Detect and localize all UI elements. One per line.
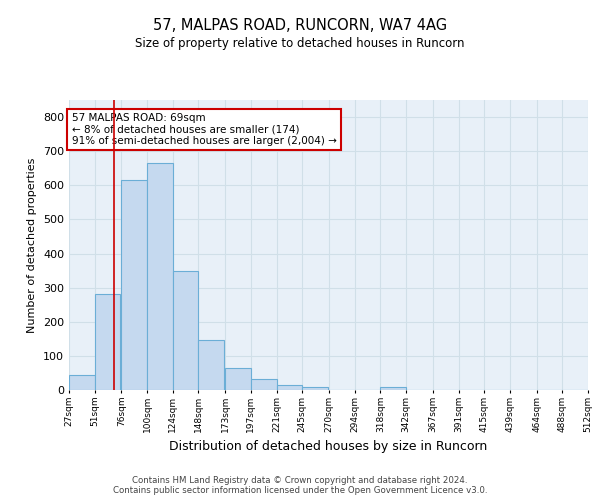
Bar bbox=[199, 340, 224, 390]
Bar bbox=[251, 378, 277, 390]
Bar bbox=[95, 294, 121, 390]
Bar bbox=[147, 163, 173, 390]
Text: Size of property relative to detached houses in Runcorn: Size of property relative to detached ho… bbox=[135, 38, 465, 51]
Text: 57, MALPAS ROAD, RUNCORN, WA7 4AG: 57, MALPAS ROAD, RUNCORN, WA7 4AG bbox=[153, 18, 447, 32]
Text: 57 MALPAS ROAD: 69sqm
← 8% of detached houses are smaller (174)
91% of semi-deta: 57 MALPAS ROAD: 69sqm ← 8% of detached h… bbox=[71, 113, 337, 146]
Text: Contains HM Land Registry data © Crown copyright and database right 2024.
Contai: Contains HM Land Registry data © Crown c… bbox=[113, 476, 487, 495]
Bar bbox=[302, 386, 328, 390]
X-axis label: Distribution of detached houses by size in Runcorn: Distribution of detached houses by size … bbox=[169, 440, 488, 454]
Bar bbox=[121, 180, 147, 390]
Bar bbox=[69, 374, 95, 390]
Bar bbox=[277, 385, 302, 390]
Y-axis label: Number of detached properties: Number of detached properties bbox=[28, 158, 37, 332]
Bar bbox=[380, 386, 406, 390]
Bar bbox=[225, 368, 251, 390]
Bar bbox=[173, 272, 199, 390]
